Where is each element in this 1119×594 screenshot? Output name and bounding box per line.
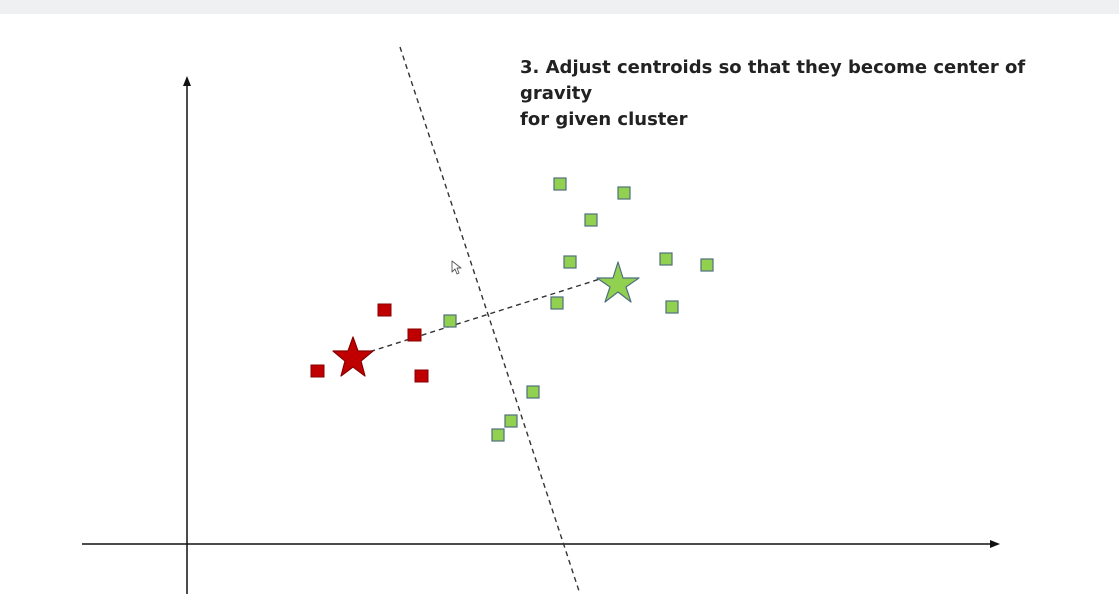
green-point [584,213,598,227]
green-point [526,385,540,399]
caption-line-1: 3. Adjust centroids so that they become … [520,57,1026,104]
green-centroid-star-icon [596,261,640,303]
top-bar [0,0,1119,14]
red-centroid-star-icon [332,336,374,377]
green-point [665,300,679,314]
green-point [659,252,673,266]
green-point [550,296,564,310]
slide-caption: 3. Adjust centroids so that they become … [520,55,1100,133]
green-point [563,255,577,269]
red-point [310,364,325,378]
green-point [443,314,457,328]
mouse-pointer-icon [451,260,462,275]
caption-line-2: for given cluster [520,109,688,130]
green-point [700,258,714,272]
red-point [407,328,422,342]
red-point [414,369,429,383]
centroid-connector-line [352,277,604,358]
green-point [491,428,505,442]
decision-boundary-line [399,46,581,594]
red-point [377,303,392,317]
green-point [553,177,567,191]
green-point [617,186,631,200]
green-point [504,414,518,428]
